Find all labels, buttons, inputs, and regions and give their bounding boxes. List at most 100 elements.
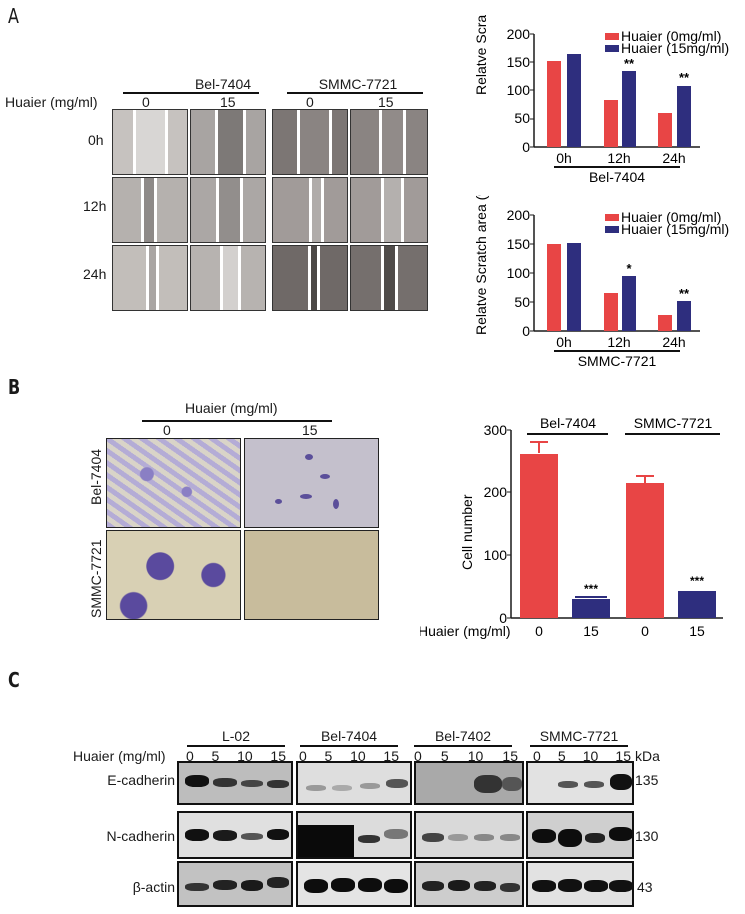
western-blot-actin-bel7404 (296, 861, 412, 907)
scratch-chart-bel7404: Relatve Scratch area (%) 0 50 100 150 20… (473, 15, 729, 185)
svg-text:24h: 24h (662, 150, 685, 166)
kda-value: 130 (635, 828, 659, 844)
dose-label: 0 (163, 422, 171, 438)
scratch-image (112, 177, 188, 243)
svg-text:100: 100 (484, 547, 508, 563)
significance-mark: *** (690, 574, 704, 588)
y-ticks: 0 50 100 150 200 (507, 26, 531, 155)
significance-mark: * (626, 261, 632, 276)
cell-line-label: Bel-7404 (320, 728, 378, 744)
legend-entry: Huaier (0mg/ml) (621, 28, 721, 44)
svg-text:150: 150 (507, 54, 531, 70)
bar (626, 483, 664, 618)
significance-mark: ** (679, 70, 690, 85)
bar (658, 113, 672, 147)
group-bracket (187, 745, 285, 747)
transwell-image (106, 530, 241, 620)
cell-line-label: Bel-7402 (434, 728, 492, 744)
scratch-image (350, 245, 428, 311)
dose-label: 0 (142, 94, 150, 110)
western-blot-ncad-bel7402 (414, 811, 524, 859)
western-blot-ecad-smmc7721 (526, 761, 634, 805)
bar (678, 591, 716, 618)
svg-text:12h: 12h (607, 334, 630, 350)
scratch-chart-smmc7721: Relatve Scratch area (%) 0 50 100 150 20… (473, 195, 729, 369)
group-label: SMMC-7721 (634, 415, 713, 431)
protein-label: β-actin (132, 879, 175, 895)
significance-mark: ** (679, 286, 690, 301)
treatment-label: Huaier (mg/ml) (73, 748, 166, 764)
svg-text:0: 0 (499, 610, 507, 626)
bar (622, 276, 636, 331)
panel-letter-a: A (8, 4, 19, 28)
bar (604, 293, 618, 331)
group-label: Bel-7404 (589, 169, 645, 185)
bar (677, 301, 691, 331)
dose-label: 15 (378, 94, 394, 110)
transwell-image (244, 438, 379, 528)
cell-line-label: L-02 (221, 728, 251, 744)
y-ticks: 0 50 100 150 200 (507, 207, 531, 339)
treatment-label: Huaier (mg/ml) (5, 94, 98, 110)
dose-labels: 0 5 10 15 (299, 748, 399, 764)
scratch-image (112, 245, 188, 311)
bar (658, 315, 672, 331)
western-blot-actin-bel7402 (414, 861, 524, 907)
svg-text:0h: 0h (556, 150, 572, 166)
panel-letter-c: C (8, 668, 20, 692)
svg-text:0: 0 (522, 139, 530, 155)
kda-value: 135 (635, 772, 659, 788)
y-axis-label: Relatve Scratch area (%) (473, 195, 489, 335)
cell-line-label: SMMC-7721 (318, 76, 398, 92)
bar (520, 454, 558, 618)
svg-text:100: 100 (507, 82, 531, 98)
svg-text:0: 0 (535, 623, 543, 639)
x-ticks: 0h 12h 24h (556, 150, 685, 166)
transwell-image (106, 438, 241, 528)
svg-text:15: 15 (689, 623, 705, 639)
western-blot-ncad-smmc7721 (526, 811, 634, 859)
cell-line-label: Bel-7404 (88, 448, 104, 505)
invasion-chart: Cell number 0 100 200 300 *** *** Bel-74… (420, 415, 723, 639)
svg-text:200: 200 (507, 207, 531, 223)
treatment-label: Huaier (mg/ml) (185, 400, 278, 416)
scratch-image (272, 109, 348, 175)
svg-text:200: 200 (484, 484, 508, 500)
svg-text:150: 150 (507, 236, 531, 252)
group-label: SMMC-7721 (578, 353, 657, 369)
group-bracket (414, 745, 512, 747)
dose-label: 15 (302, 422, 318, 438)
bar (547, 61, 561, 147)
western-blot-ncad-l02 (177, 811, 293, 859)
svg-text:50: 50 (514, 110, 530, 126)
western-blot-actin-l02 (177, 861, 293, 907)
scratch-image (190, 245, 266, 311)
dose-label: 15 (220, 94, 236, 110)
svg-text:300: 300 (484, 422, 508, 438)
scratch-image (350, 177, 428, 243)
legend-entry: Huaier (0mg/ml) (621, 209, 721, 225)
protein-label: E-cadherin (107, 772, 175, 788)
svg-text:0: 0 (522, 323, 530, 339)
bar (604, 100, 618, 147)
significance-mark: ** (624, 56, 635, 71)
y-axis-label: Relatve Scratch area (%) (473, 15, 489, 95)
scratch-image (350, 109, 428, 175)
y-ticks: 0 100 200 300 (484, 422, 508, 626)
scratch-image (190, 177, 266, 243)
scratch-image (272, 177, 348, 243)
scratch-image (190, 109, 266, 175)
scratch-image (272, 245, 348, 311)
svg-text:100: 100 (507, 265, 531, 281)
dose-labels: 0 5 10 15 (186, 748, 286, 764)
bar (572, 599, 610, 618)
x-ticks: 0 15 0 15 (535, 623, 705, 639)
scratch-image (112, 109, 188, 175)
panel-letter-b: B (8, 375, 21, 399)
svg-text:12h: 12h (607, 150, 630, 166)
bar (567, 243, 581, 331)
bar (677, 86, 691, 147)
group-bracket (123, 92, 259, 94)
timepoint-label: 24h (83, 266, 107, 282)
kda-value: 43 (637, 879, 653, 895)
